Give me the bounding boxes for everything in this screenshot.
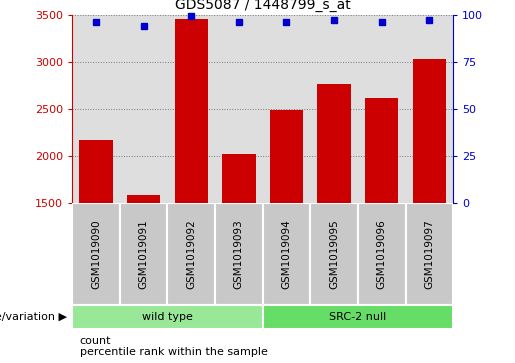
Title: GDS5087 / 1448799_s_at: GDS5087 / 1448799_s_at [175,0,351,12]
Bar [358,15,405,203]
Bar [72,15,119,203]
Text: GSM1019090: GSM1019090 [91,219,101,289]
Text: GSM1019097: GSM1019097 [424,219,434,289]
Bar [365,98,399,203]
Text: GSM1019096: GSM1019096 [377,219,387,289]
Bar [405,203,453,305]
Bar [310,203,358,305]
Bar [310,15,358,203]
Bar [270,110,303,203]
Text: GSM1019091: GSM1019091 [139,219,148,289]
Bar [317,84,351,203]
Bar [119,15,167,203]
Bar [405,15,453,203]
Bar [79,140,113,203]
Bar [413,59,446,203]
Bar [215,15,263,203]
Text: GSM1019095: GSM1019095 [329,219,339,289]
Bar [222,154,255,203]
Bar [119,203,167,305]
Text: GSM1019092: GSM1019092 [186,219,196,289]
Bar [263,203,310,305]
Bar [167,15,215,203]
Bar [72,203,119,305]
Text: GSM1019093: GSM1019093 [234,219,244,289]
Bar [263,15,310,203]
Text: GSM1019094: GSM1019094 [282,219,291,289]
Text: genotype/variation ▶: genotype/variation ▶ [0,312,67,322]
Text: count: count [80,336,111,346]
Text: SRC-2 null: SRC-2 null [329,312,387,322]
Bar [358,203,405,305]
Text: wild type: wild type [142,312,193,322]
Bar [167,203,215,305]
Bar [215,203,263,305]
Bar [175,19,208,203]
Bar [263,305,453,329]
Text: percentile rank within the sample: percentile rank within the sample [80,347,268,357]
Bar [127,195,160,203]
Bar [72,305,263,329]
